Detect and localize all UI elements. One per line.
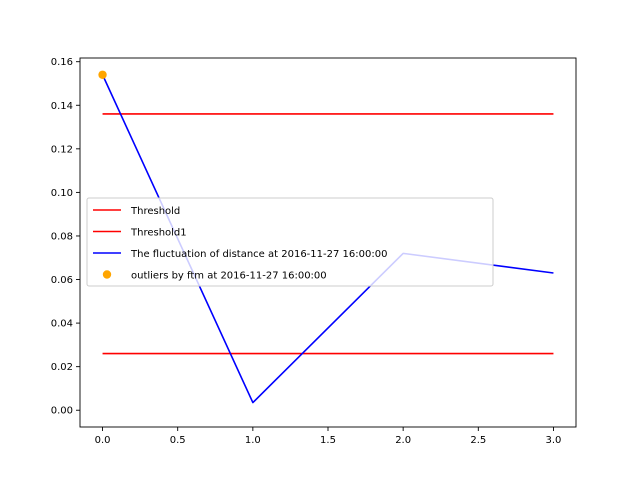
x-tick-label: 2.5 — [470, 435, 486, 446]
y-tick-label: 0.08 — [51, 231, 73, 242]
y-tick-label: 0.06 — [51, 275, 73, 286]
legend-label: outliers by ftm at 2016-11-27 16:00:00 — [131, 271, 327, 282]
x-tick-label: 0.5 — [170, 435, 186, 446]
legend-marker-handle — [102, 270, 112, 279]
legend: Threshold Threshold1 The fluctuation of di… — [86, 197, 494, 287]
y-tick-label: 0.12 — [51, 144, 73, 155]
y-tick-label: 0.00 — [51, 406, 73, 417]
y-tick-label: 0.02 — [51, 362, 73, 373]
axes: 0.0 0.5 1.0 1.5 2.0 2.5 3.0 0.00 0.02 0.04 0.06 0.0… — [51, 57, 577, 446]
y-tick-label: 0.10 — [51, 188, 73, 199]
x-tick-label: 2.0 — [395, 435, 411, 446]
y-tick-label: 0.04 — [51, 319, 73, 330]
x-tick-label: 1.0 — [245, 435, 261, 446]
x-tick-label: 0.0 — [95, 435, 111, 446]
x-tick-label: 1.5 — [320, 435, 336, 446]
outlier-point — [98, 70, 107, 79]
legend-label: Threshold1 — [130, 228, 187, 239]
y-tick-label: 0.16 — [51, 57, 73, 68]
x-tick-label: 3.0 — [546, 435, 562, 446]
legend-label: Threshold — [130, 206, 180, 217]
legend-box — [86, 197, 494, 287]
legend-label: The fluctuation of distance at 2016-11-2… — [130, 249, 387, 260]
y-tick-label: 0.14 — [51, 101, 73, 112]
